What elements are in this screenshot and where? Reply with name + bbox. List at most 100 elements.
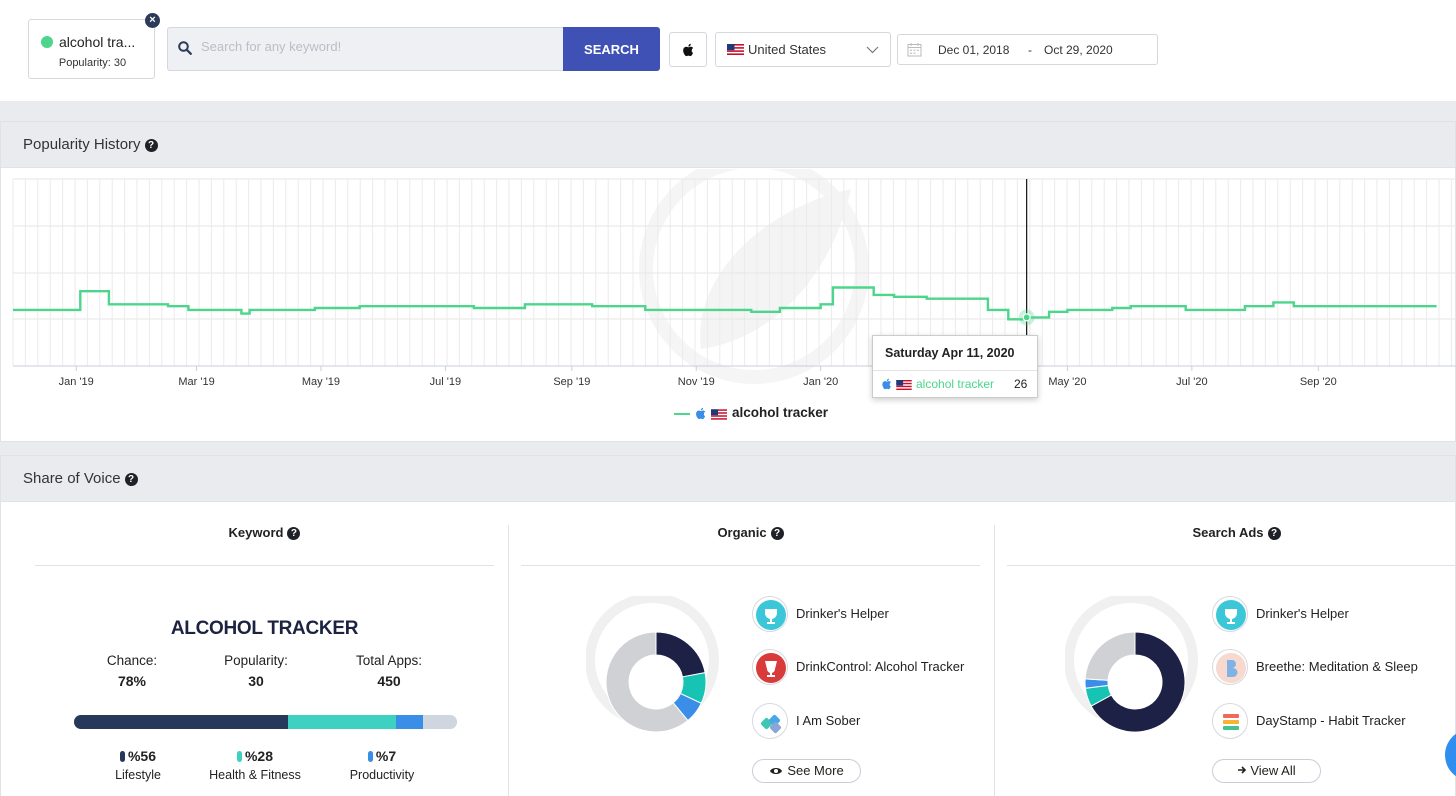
platform-button[interactable] <box>669 32 707 67</box>
keyword-chip[interactable]: alcohol tra... Popularity: 30 <box>28 19 155 79</box>
tooltip-date: Saturday Apr 11, 2020 <box>885 346 1015 360</box>
chat-launcher-button[interactable] <box>1445 729 1456 781</box>
x-tick-label: Sep '20 <box>1300 376 1337 388</box>
x-tick-label: Jan '20 <box>803 376 838 388</box>
divider <box>1007 565 1456 566</box>
apple-icon <box>683 43 694 56</box>
stat-label: Popularity: <box>224 653 288 668</box>
keyword-chip-name: alcohol tra... <box>59 34 136 50</box>
tooltip-value: 26 <box>1014 377 1028 391</box>
donut-slice[interactable] <box>655 631 706 678</box>
stat-value: 78% <box>117 673 147 689</box>
hover-point[interactable] <box>1022 313 1031 322</box>
app-name: Drinker's Helper <box>1256 606 1349 621</box>
app-icon <box>752 703 788 739</box>
stat-value: 30 <box>248 673 264 689</box>
date-separator: - <box>1028 43 1032 57</box>
app-name: DayStamp - Habit Tracker <box>1256 713 1406 728</box>
organic-column-title: Organic? <box>521 525 980 540</box>
search-ads-column-title: Search Ads? <box>1007 525 1456 540</box>
organic-donut-chart[interactable] <box>586 596 726 736</box>
x-tick-label: Nov '19 <box>678 376 715 388</box>
category-percent: %7 <box>322 748 442 764</box>
search-icon <box>178 41 192 55</box>
category-swatch <box>367 751 373 762</box>
app-icon <box>1212 703 1248 739</box>
category-share-bar <box>74 715 457 729</box>
keyword-name: ALCOHOL TRACKER <box>170 618 359 639</box>
app-icon <box>752 596 788 632</box>
category-label: Health & Fitness <box>209 768 301 782</box>
search-box <box>167 27 564 71</box>
donut-slice[interactable] <box>605 631 689 733</box>
category-productivity: %7 Productivity <box>322 748 442 782</box>
x-tick-label: Jul '19 <box>430 376 461 388</box>
popularity-history-panel: Popularity History? Jan '19 Mar '19 May '1… <box>0 121 1456 442</box>
view-all-button[interactable]: View All <box>1212 759 1321 783</box>
category-swatch <box>119 751 125 762</box>
end-date: Oct 29, 2020 <box>1044 43 1113 57</box>
category-bar-segment <box>74 715 289 729</box>
share-of-voice-panel: Share of Voice? Keyword? ALCOHOL TRACKER… <box>0 455 1456 796</box>
app-name: Breethe: Meditation & Sleep <box>1256 659 1418 674</box>
x-tick-label: Jan '19 <box>59 376 94 388</box>
help-icon[interactable]: ? <box>287 527 301 540</box>
close-icon[interactable]: × <box>145 13 160 28</box>
app-name: I Am Sober <box>796 713 861 728</box>
app-icon <box>1212 649 1248 685</box>
donut-slice[interactable] <box>1084 631 1136 681</box>
stat-label: Chance: <box>106 653 158 668</box>
popularity-chart[interactable]: Jan '19 Mar '19 May '19 Jul '19 Sep '19 Nov '… <box>1 169 1456 394</box>
category-bar-segment <box>422 715 457 729</box>
start-date: Dec 01, 2018 <box>938 43 1010 57</box>
help-icon[interactable]: ? <box>124 473 138 486</box>
help-icon[interactable]: ? <box>1267 527 1281 540</box>
stat-popularity: Popularity: 30 <box>201 653 311 689</box>
search-button[interactable]: SEARCH <box>563 27 660 71</box>
category-label: Lifestyle <box>115 768 161 782</box>
category-swatch <box>236 751 242 762</box>
apple-icon <box>696 407 706 420</box>
legend-series-name: alcohol tracker <box>732 405 829 420</box>
country-select[interactable]: United States <box>715 32 891 67</box>
date-range-picker[interactable]: Dec 01, 2018 - Oct 29, 2020 <box>897 34 1158 65</box>
help-icon[interactable]: ? <box>770 527 784 540</box>
category-bar-segment <box>288 715 396 729</box>
chevron-down-icon <box>866 46 879 54</box>
keyword-chip-popularity: Popularity: 30 <box>58 57 127 69</box>
x-tick-label: May '20 <box>1048 376 1086 388</box>
see-more-button[interactable]: See More <box>752 759 861 783</box>
stat-chance: Chance: 78% <box>77 653 187 689</box>
tooltip-divider <box>873 370 1037 371</box>
panel-title: Share of Voice? <box>23 470 138 487</box>
category-label: Productivity <box>349 768 415 782</box>
divider <box>35 565 494 566</box>
search-input[interactable] <box>201 39 551 54</box>
stat-total-apps: Total Apps: 450 <box>334 653 444 689</box>
app-name: Drinker's Helper <box>796 606 889 621</box>
help-icon[interactable]: ? <box>144 139 158 152</box>
stat-label: Total Apps: <box>355 653 423 668</box>
top-bar: alcohol tra... Popularity: 30 × SEARCH U… <box>0 0 1456 101</box>
us-flag-icon <box>711 409 727 420</box>
chart-tooltip: Saturday Apr 11, 2020 alcohol tracker 26 <box>872 335 1038 398</box>
panel-title: Popularity History? <box>23 136 158 153</box>
column-divider <box>508 525 509 796</box>
series-line[interactable] <box>13 286 1437 321</box>
donut-slice[interactable] <box>1090 631 1186 733</box>
panel-header: Share of Voice? <box>1 456 1455 502</box>
arrow-right-icon <box>1238 766 1247 774</box>
category-lifestyle: %56 Lifestyle <box>78 748 198 782</box>
us-flag-icon <box>727 44 744 55</box>
search-ads-donut-chart[interactable] <box>1065 596 1205 736</box>
divider <box>521 565 980 566</box>
column-divider <box>994 525 995 796</box>
us-flag-icon <box>896 380 912 390</box>
x-tick-label: Mar '19 <box>178 376 214 388</box>
category-health-fitness: %28 Health & Fitness <box>195 748 315 782</box>
category-percent: %28 <box>195 748 315 764</box>
apple-icon <box>882 378 891 390</box>
keyword-color-dot <box>41 36 53 48</box>
app-name: DrinkControl: Alcohol Tracker <box>796 659 965 674</box>
eye-icon <box>770 768 783 774</box>
